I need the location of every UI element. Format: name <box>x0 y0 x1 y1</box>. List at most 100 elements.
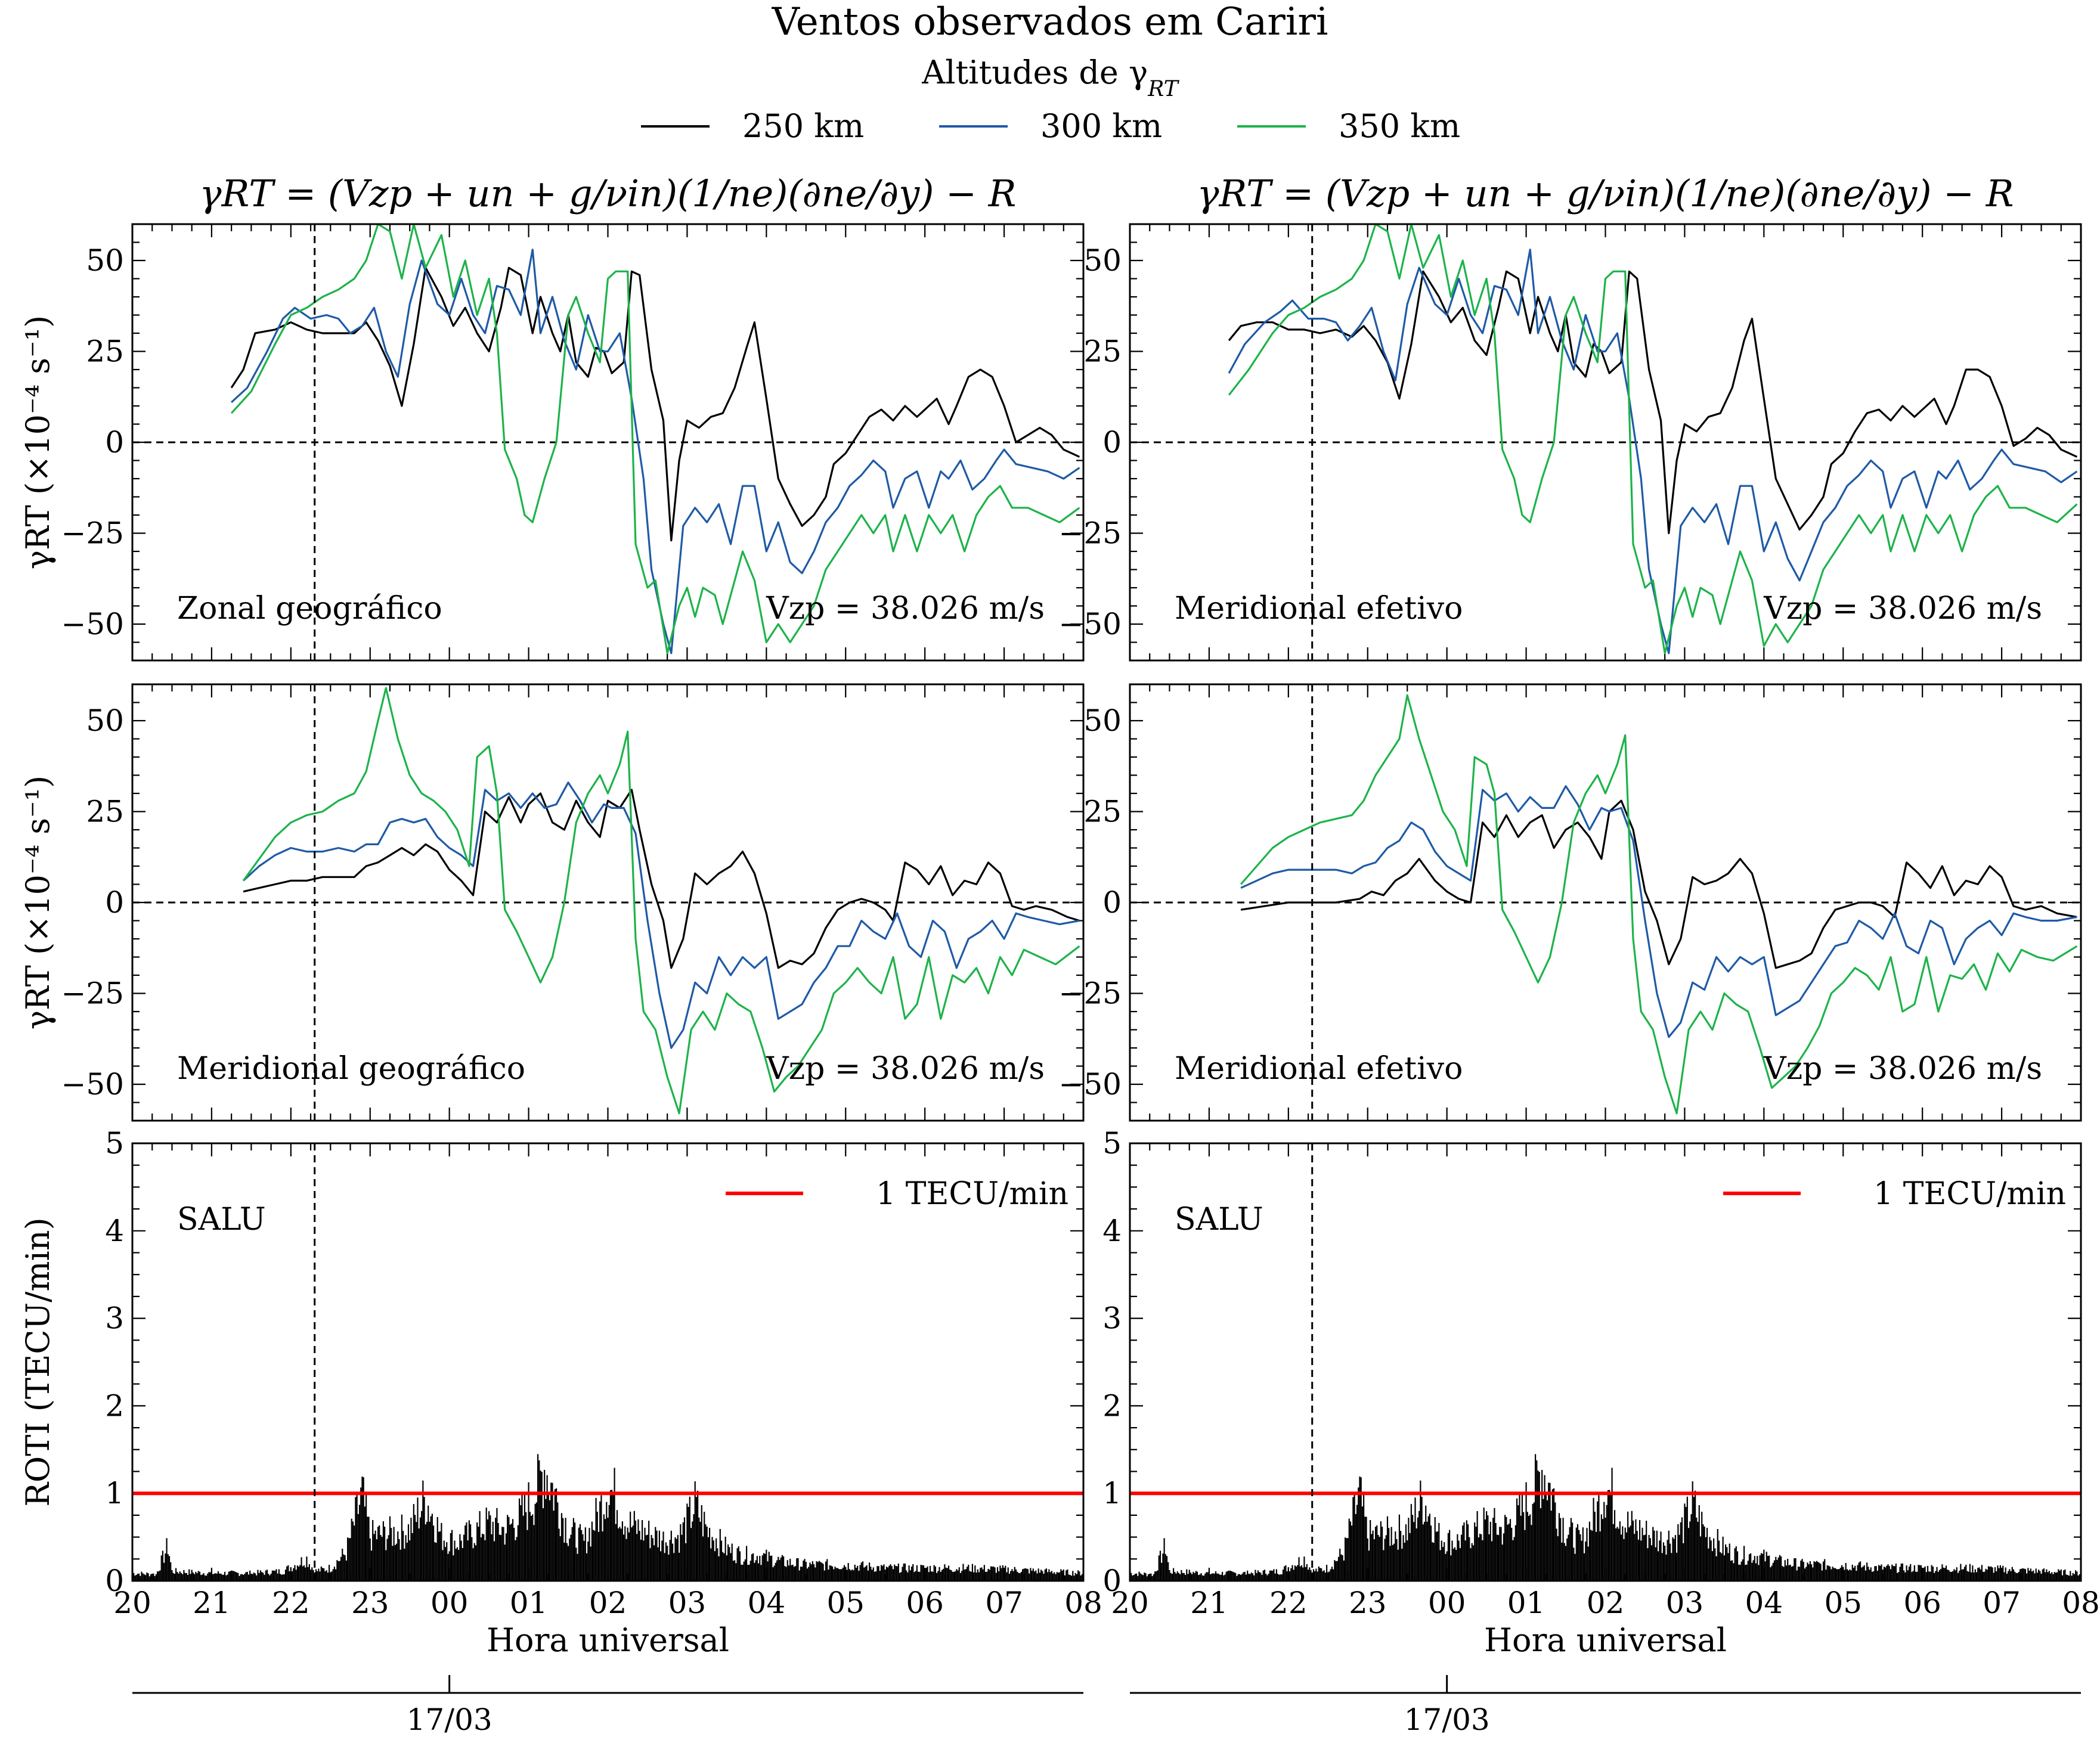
series-line <box>1240 799 2077 969</box>
date-axis: 17/03 17/03 <box>132 1675 2081 1737</box>
panel-label: SALU <box>1175 1202 1263 1237</box>
plot-area <box>1130 224 2081 655</box>
x-tick-label: 21 <box>193 1586 231 1620</box>
roti-bars <box>1130 1454 2081 1581</box>
y-tick-label: 0 <box>105 1564 124 1598</box>
panel-label: Meridional efetivo <box>1175 1051 1463 1087</box>
legend-entry: 350 km <box>1237 107 1460 145</box>
plot-area <box>132 687 1083 1115</box>
y-tick-label: 0 <box>105 425 124 460</box>
series-line <box>243 789 1080 969</box>
column-title: γRT = (Vzp + un + g/νin)(1/ne)(∂ne/∂y) −… <box>1197 172 2014 215</box>
y-tick-label: 0 <box>1102 425 1122 460</box>
legend-entry: 300 km <box>939 107 1162 145</box>
x-axis-label: Hora universal <box>1484 1621 1727 1659</box>
panel-label: Meridional geográfico <box>177 1051 525 1087</box>
axes-frame <box>131 683 1085 1122</box>
x-tick-label: 00 <box>1428 1586 1466 1620</box>
x-tick-label: 21 <box>1190 1586 1228 1620</box>
y-tick-label: 25 <box>86 334 124 369</box>
y-tick-label: 5 <box>105 1126 124 1161</box>
x-tick-label: 07 <box>985 1586 1023 1620</box>
legend-label: 350 km <box>1339 107 1460 145</box>
x-tick-label: 04 <box>748 1586 786 1620</box>
date-label: 17/03 <box>1404 1702 1490 1737</box>
y-tick-label: 5 <box>1102 1126 1122 1161</box>
legend-entry: 250 km <box>641 107 864 145</box>
x-tick-label: 08 <box>1064 1586 1102 1620</box>
x-tick-label: 05 <box>1824 1586 1862 1620</box>
column-title: γRT = (Vzp + un + g/νin)(1/ne)(∂ne/∂y) −… <box>200 172 1017 215</box>
y-axis-label: γRT (×10⁻⁴ s⁻¹) <box>19 315 57 569</box>
y-axis-label: γRT (×10⁻⁴ s⁻¹) <box>19 776 57 1029</box>
y-tick-label: 50 <box>1083 243 1122 278</box>
ticks <box>1129 683 2082 1122</box>
x-tick-label: 22 <box>1269 1586 1308 1620</box>
vzp-label: Vzp = 38.026 m/s <box>1763 1051 2042 1087</box>
y-tick-label: 3 <box>105 1301 124 1336</box>
y-axis-label: ROTI (TECU/min) <box>19 1217 57 1506</box>
axes-frame <box>1129 223 2082 662</box>
x-axis-label: Hora universal <box>487 1621 729 1659</box>
y-tick-label: −25 <box>1058 516 1122 551</box>
y-tick-label: 4 <box>1102 1214 1122 1248</box>
vzp-label: Vzp = 38.026 m/s <box>1763 591 2042 626</box>
legend: 250 km 300 km 350 km <box>641 107 1460 145</box>
reference-legend-label: 1 TECU/min <box>1873 1176 2066 1212</box>
plot-area <box>1130 1454 2081 1581</box>
y-tick-label: 25 <box>1083 334 1122 369</box>
series-line <box>1240 785 2077 1038</box>
vzp-label: Vzp = 38.026 m/s <box>766 1051 1045 1087</box>
y-tick-label: 2 <box>1102 1388 1122 1423</box>
y-tick-label: −50 <box>61 607 124 641</box>
y-tick-label: −50 <box>1058 607 1122 641</box>
x-tick-label: 06 <box>906 1586 944 1620</box>
series-line <box>230 224 1080 655</box>
x-tick-label: 20 <box>1111 1586 1149 1620</box>
x-tick-label: 01 <box>510 1586 548 1620</box>
roti-bars <box>132 1454 1083 1581</box>
axes-frame <box>1129 1142 2082 1582</box>
y-tick-label: 3 <box>1102 1301 1122 1336</box>
series-line <box>243 781 1080 1049</box>
figure-title: Ventos observados em Cariri <box>772 0 1328 44</box>
panel-4: −50 −25 0 25 50 Meridional efetivo Vzp = 38.02… <box>1058 683 2082 1122</box>
series-line <box>242 687 1080 1115</box>
y-tick-label: 50 <box>86 243 124 278</box>
x-tick-label: 01 <box>1507 1586 1545 1620</box>
x-tick-label: 07 <box>1983 1586 2021 1620</box>
y-tick-label: 50 <box>86 703 124 738</box>
x-tick-label: 23 <box>351 1586 389 1620</box>
x-tick-label: 04 <box>1745 1586 1783 1620</box>
x-tick-label: 22 <box>272 1586 310 1620</box>
legend-title: Altitudes de γRT <box>921 54 1180 101</box>
plot-area <box>132 1454 1083 1581</box>
series-line <box>1240 694 2078 1115</box>
panel-label: Meridional efetivo <box>1175 591 1463 626</box>
y-tick-label: 1 <box>105 1476 124 1511</box>
x-tick-label: 23 <box>1349 1586 1387 1620</box>
axes-frame <box>1129 683 2082 1122</box>
x-tick-label: 02 <box>589 1586 627 1620</box>
legend-label: 250 km <box>742 107 864 145</box>
x-tick-label: 08 <box>2062 1586 2100 1620</box>
x-tick-label: 03 <box>1666 1586 1704 1620</box>
y-tick-label: −50 <box>1058 1067 1122 1102</box>
y-tick-label: 4 <box>105 1214 124 1248</box>
y-tick-label: 0 <box>1102 1564 1122 1598</box>
y-tick-label: −25 <box>1058 976 1122 1011</box>
x-tick-label: 06 <box>1903 1586 1941 1620</box>
series-line <box>230 266 1080 542</box>
panel-label: Zonal geográfico <box>177 591 442 626</box>
legend-label: 300 km <box>1040 107 1162 145</box>
x-tick-label: 00 <box>430 1586 469 1620</box>
plot-area <box>132 224 1083 655</box>
x-tick-label: 05 <box>826 1586 865 1620</box>
date-label: 17/03 <box>407 1702 493 1737</box>
y-tick-label: 50 <box>1083 703 1122 738</box>
ticks <box>131 223 1085 662</box>
y-tick-label: 0 <box>105 885 124 920</box>
